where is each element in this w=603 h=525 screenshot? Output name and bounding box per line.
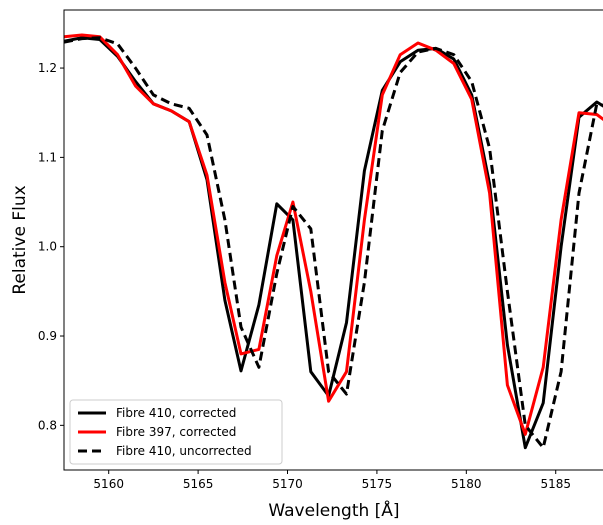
- y-tick-label: 1.2: [38, 61, 57, 75]
- x-tick-label: 5180: [451, 477, 482, 491]
- series-line-3: [64, 36, 603, 450]
- y-axis: 0.8 0.9 1.0 1.1 1.2: [38, 61, 64, 432]
- legend-label-3: Fibre 410, uncorrected: [116, 444, 252, 458]
- x-axis: 5160 5165 5170 5175 5180 5185: [93, 470, 571, 491]
- x-tick-label: 5160: [93, 477, 124, 491]
- y-tick-label: 0.9: [38, 329, 57, 343]
- x-tick-label: 5165: [183, 477, 214, 491]
- x-axis-label: Wavelength [Å]: [268, 499, 399, 521]
- x-tick-label: 5185: [540, 477, 571, 491]
- legend-label-2: Fibre 397, corrected: [116, 425, 236, 439]
- x-tick-label: 5170: [272, 477, 303, 491]
- legend-box: [69, 399, 283, 465]
- y-axis-label: Relative Flux: [10, 185, 30, 294]
- legend-label-1: Fibre 410, corrected: [116, 406, 236, 420]
- plot-frame: [63, 9, 603, 471]
- legend: Fibre 410, corrected Fibre 397, corrected…: [69, 399, 283, 465]
- series-layer: [64, 33, 603, 450]
- y-tick-label: 1.0: [38, 240, 57, 254]
- x-tick-label: 5175: [362, 477, 393, 491]
- series-line-2: [64, 33, 603, 436]
- y-tick-label: 1.1: [38, 150, 57, 164]
- y-tick-label: 0.8: [38, 418, 57, 432]
